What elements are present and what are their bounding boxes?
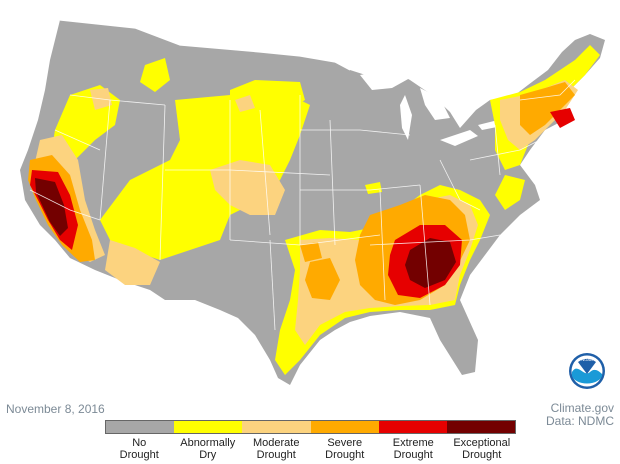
- legend-labels: No Drought Abnormally Dry Moderate Drought Sev…: [105, 437, 516, 461]
- exceptional-drought-areas: [35, 178, 456, 288]
- legend-label: Abnormally Dry: [180, 437, 236, 461]
- legend-swatch: [310, 421, 379, 433]
- legend-swatch: [106, 421, 175, 433]
- credit-source: Climate.gov: [550, 401, 614, 415]
- noaa-logo: NOAA: [569, 353, 605, 389]
- map-date: November 8, 2016: [6, 402, 105, 416]
- credit-data: Data: NDMC: [545, 414, 614, 428]
- legend-swatch: [242, 421, 311, 433]
- drought-map: [20, 19, 605, 385]
- legend-swatch: [446, 421, 516, 433]
- legend-color-bar: [105, 420, 516, 434]
- noaa-logo-text: NOAA: [581, 357, 593, 362]
- state-borders: [29, 79, 576, 331]
- legend-swatch: [378, 421, 447, 433]
- coastline: [59, 19, 351, 71]
- legend-label: Moderate Drought: [253, 437, 300, 461]
- map-credit: Climate.gov Data: NDMC: [546, 402, 614, 428]
- us-land: [20, 20, 605, 385]
- legend-label: Extreme Drought: [392, 437, 434, 461]
- legend-label: Exceptional Drought: [453, 437, 511, 461]
- great-lakes: [360, 68, 502, 146]
- legend-label: No Drought: [119, 437, 159, 461]
- legend-label: Severe Drought: [325, 437, 365, 461]
- legend-swatch: [174, 421, 243, 433]
